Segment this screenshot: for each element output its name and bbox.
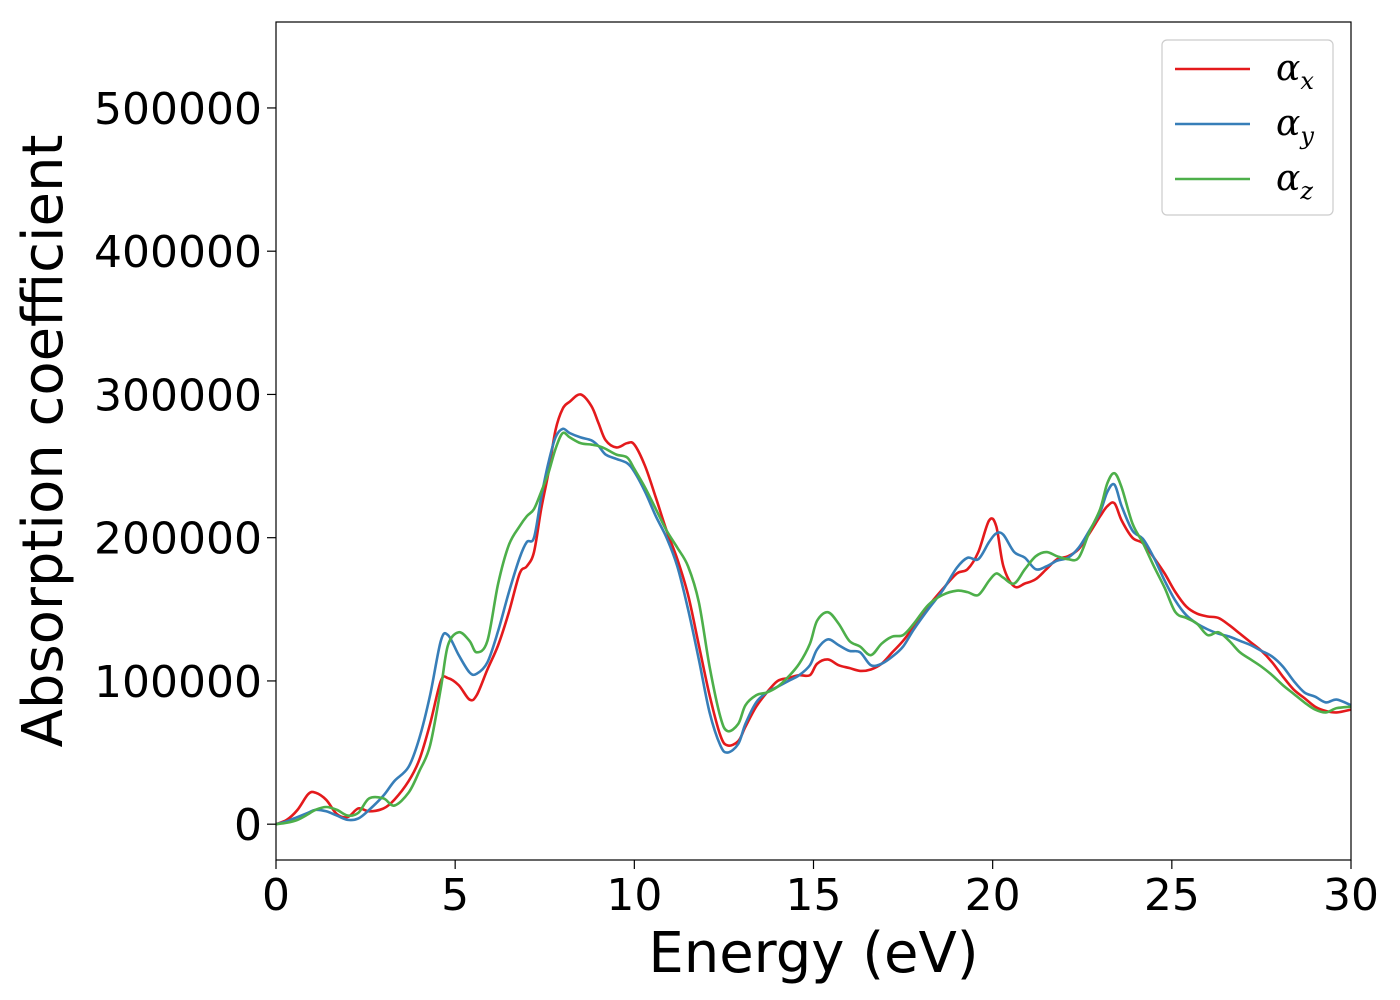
x-tick-label: 10 [606,870,662,921]
y-tick-label: 500000 [94,84,262,135]
x-tick-label: 20 [965,870,1021,921]
legend-label: αz [1276,158,1313,205]
y-axis-title: Absorption coefficient [11,135,76,748]
legend-subscript: x [1300,67,1314,95]
x-tick-label: 0 [262,870,290,921]
x-tick-label: 5 [441,870,469,921]
x-tick-label: 15 [786,870,842,921]
y-tick-label: 100000 [94,657,262,708]
x-tick-label: 30 [1323,870,1379,921]
legend-label: αy [1276,103,1314,150]
y-tick-label: 200000 [94,514,262,565]
legend-symbol: α [1276,158,1300,199]
series-line-alpha-z [276,431,1351,826]
legend-label: αx [1276,48,1314,95]
legend-symbol: α [1276,48,1300,89]
legend-box [1161,39,1334,216]
series-line-alpha-y [276,427,1351,826]
legend-subscript: z [1299,177,1313,205]
x-axis: 0 5 10 15 20 25 30 [262,860,1379,921]
y-tick-label: 400000 [94,227,262,278]
series-line-alpha-x [276,393,1351,826]
x-axis-title: Energy (eV) [648,921,978,986]
legend-symbol: α [1276,103,1300,144]
x-tick-label: 25 [1144,870,1200,921]
y-tick-label: 300000 [94,370,262,421]
legend-subscript: y [1299,122,1314,150]
y-axis: 0 100000 200000 300000 400000 500000 [94,84,276,851]
series-layer [276,393,1351,826]
y-tick-label: 0 [234,800,262,851]
